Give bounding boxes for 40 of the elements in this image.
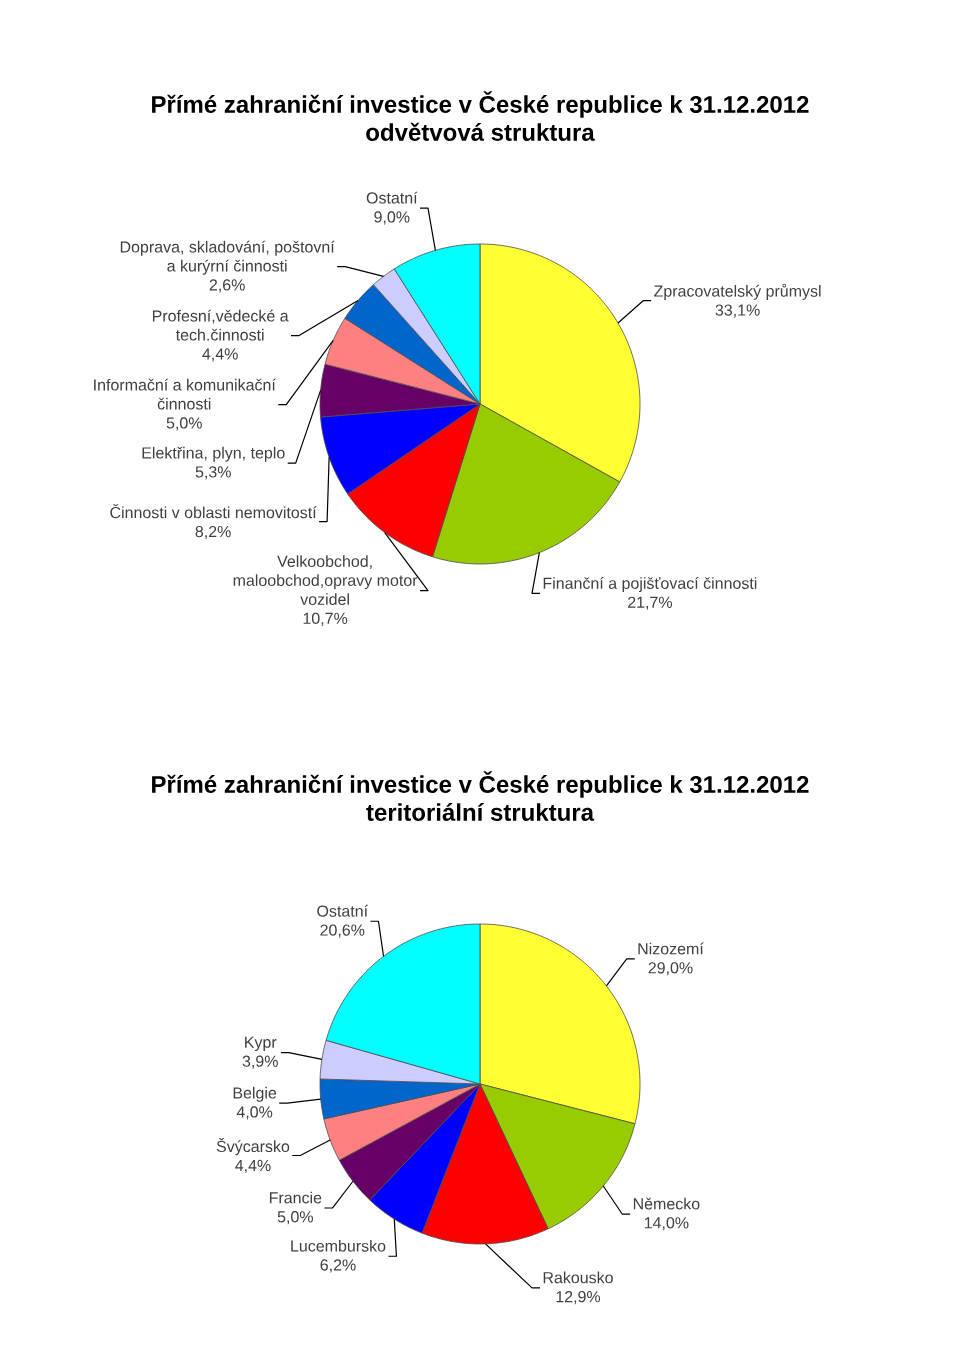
data-label: 8,2% — [195, 525, 231, 540]
slice-label: Doprava, skladování, poštovní a kurýrní činnosti — [120, 240, 335, 275]
data-label: 21,7% — [628, 596, 672, 610]
data-label: 9,0% — [374, 211, 410, 225]
data-label: 5,0% — [277, 1211, 313, 1225]
slice-label: Švýcarsko — [216, 1137, 290, 1156]
chart-title: Přímé zahraniční investice v České republice k 31.12.2012 — [152, 91, 809, 118]
slice-label: Velkoobchod, maloobchod,opravy motor vozidel — [233, 555, 418, 606]
slice-label: Elektřina, plyn, teplo — [142, 446, 285, 462]
slice-label: Rakousko — [543, 1271, 613, 1284]
chart-subtitle: teritoriální struktura — [366, 803, 595, 821]
slice-label: Belgie — [233, 1086, 277, 1102]
data-label: 4,4% — [202, 348, 238, 362]
data-label: 2,6% — [209, 279, 245, 293]
data-label: 6,2% — [320, 1259, 356, 1273]
data-label: 33,1% — [715, 304, 760, 318]
data-label: 4,0% — [236, 1106, 273, 1120]
slice-label: Lucembursko — [291, 1239, 386, 1252]
data-label: 29,0% — [648, 962, 693, 976]
slice-label: Kypr — [245, 1036, 277, 1052]
data-label: 20,6% — [320, 924, 365, 938]
data-label: 3,9% — [242, 1055, 278, 1069]
chart-subtitle: odvětvová struktura — [366, 122, 595, 141]
chart-title: Přímé zahraniční investice v České republice k 31.12.2012 — [152, 771, 809, 798]
slice-label: Německo — [633, 1197, 700, 1210]
data-label: 10,7% — [303, 612, 348, 626]
slice-label: Finanční a pojišťovací činnosti — [543, 577, 757, 593]
slice-label: Francie — [269, 1191, 322, 1204]
slice-label: Činnosti v oblasti nemovitostí — [110, 504, 317, 519]
data-label: 14,0% — [644, 1217, 689, 1231]
slice-label: Nizozemí — [638, 942, 704, 955]
slice-label: Profesní,vědecké a tech.činnosti — [152, 309, 289, 341]
data-label: 5,3% — [195, 466, 231, 480]
data-label: 12,9% — [556, 1290, 601, 1305]
slice-label: Ostatní — [366, 191, 418, 204]
slice-label: Zpracovatelský průmysl — [654, 283, 821, 300]
data-label: 5,0% — [166, 417, 202, 431]
data-label: 4,4% — [235, 1159, 271, 1173]
slice-label: Informační a komunikační činnosti — [94, 378, 276, 410]
slice-label: Ostatní — [317, 904, 369, 917]
